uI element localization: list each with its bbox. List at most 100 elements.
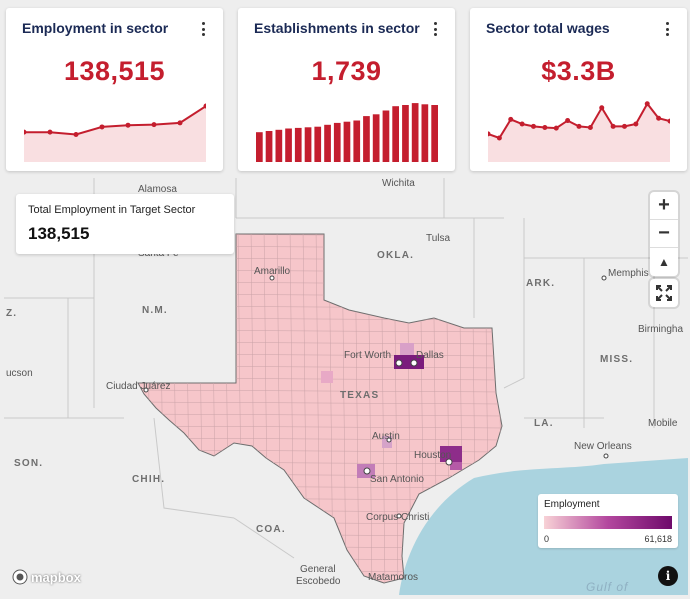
map-label: OKLA. (377, 250, 415, 261)
sparkline-bar (343, 121, 351, 162)
map-label: Matamoros (368, 572, 419, 583)
map-label: Ciudad Juárez (106, 381, 171, 392)
map-label: San Antonio (370, 474, 424, 485)
sparkline-point (553, 125, 559, 131)
more-options-icon[interactable] (429, 20, 441, 38)
sparkline-bar (314, 126, 322, 162)
fullscreen-button[interactable] (650, 279, 678, 307)
map-label: MISS. (600, 354, 634, 365)
map-label: Gulf of (586, 580, 629, 594)
wages-value: $3.3B (541, 56, 616, 86)
map-label: CHIH. (132, 474, 166, 485)
map-label: Z. (6, 308, 18, 319)
texas-shape[interactable] (137, 233, 503, 584)
sparkline-bar (431, 105, 438, 162)
sparkline-bar (353, 120, 361, 162)
map-label: New Orleans (574, 441, 632, 452)
fullscreen-icon (656, 285, 672, 301)
zoom-controls: + − ▲ (650, 192, 678, 276)
map-label: SON. (14, 458, 44, 469)
legend-title: Employment (544, 499, 600, 510)
map-label: Austin (372, 431, 400, 442)
sparkline-bar (421, 104, 429, 162)
compass-button[interactable]: ▲ (650, 248, 678, 276)
total-employment-title: Total Employment in Target Sector (28, 204, 196, 216)
map-label: Amarillo (254, 266, 291, 277)
sparkline-area (24, 106, 206, 162)
wages-sparkline (488, 101, 670, 162)
sparkline-bar (402, 105, 409, 162)
employment-legend: Employment 0 61,618 (538, 494, 678, 548)
map-label: TEXAS (340, 390, 380, 401)
sparkline-bar (411, 103, 419, 162)
map-label: Birmingha (638, 324, 684, 335)
sparkline-point (508, 116, 514, 122)
sparkline-point (622, 123, 627, 129)
zoom-in-button[interactable]: + (650, 192, 678, 220)
metro-highlights (321, 343, 462, 478)
map-label: Houston (414, 450, 452, 461)
sparkline-bar (372, 114, 380, 162)
mapbox-wordmark: mapbox (31, 569, 81, 585)
sparkline-point (47, 129, 53, 135)
sparkline-bar (333, 122, 341, 162)
sparkline-area (488, 103, 670, 162)
sparkline-point (565, 118, 571, 124)
employment-sparkline (24, 103, 206, 162)
map-label: Escobedo (296, 576, 341, 587)
sparkline-point (576, 123, 582, 129)
map-label: Wichita (382, 178, 415, 189)
sparkline-point (488, 131, 491, 137)
map-label: Corpus Christi (366, 512, 430, 523)
sparkline-bar (382, 110, 390, 162)
sparkline-bar (265, 131, 273, 162)
map-label: ucson (6, 368, 33, 379)
map-label: Mobile (648, 418, 678, 429)
sparkline-bar (363, 116, 370, 162)
sparkline-line (24, 105, 206, 136)
sparkline-point (644, 101, 650, 107)
legend-min: 0 (544, 534, 550, 544)
card-title: Establishments in sector (254, 20, 420, 36)
state-borders (4, 178, 688, 559)
sparkline-bar (324, 124, 331, 162)
legend-gradient (544, 516, 672, 529)
more-options-icon[interactable] (197, 20, 209, 38)
map-label: COA. (256, 524, 286, 535)
establishments-bar-sparkline (256, 103, 438, 162)
map-label: ARK. (526, 278, 556, 289)
sparkline-bar (285, 128, 292, 162)
zoom-out-button[interactable]: − (650, 220, 678, 248)
sparkline-bar (392, 106, 399, 162)
sparkline-bar (294, 127, 302, 162)
sparkline-bar (304, 127, 312, 162)
map-label: Memphis (608, 268, 649, 279)
sparkline-point (656, 115, 662, 121)
attribution-info-button[interactable]: i (658, 566, 678, 586)
mapbox-logo[interactable]: mapbox (12, 569, 81, 585)
sparkline-point (633, 121, 639, 127)
employment-map[interactable]: Alamosa Wichita Santa Fe Tulsa OKLA. ARK… (4, 178, 688, 595)
map-label: Dallas (416, 350, 444, 361)
sparkline-point (542, 125, 548, 131)
establishments-card: Establishments in sector 1,739 (238, 8, 455, 171)
city-markers (143, 275, 609, 519)
sparkline-point (151, 122, 157, 128)
mapbox-icon (12, 569, 28, 585)
sparkline-point (73, 131, 79, 137)
sparkline-bar (256, 132, 263, 162)
map-label: General (300, 564, 336, 575)
card-title: Employment in sector (22, 20, 169, 36)
sparkline-point (125, 122, 131, 128)
wages-card: Sector total wages $3.3B (470, 8, 687, 171)
more-options-icon[interactable] (661, 20, 673, 38)
map-label: Alamosa (138, 184, 177, 195)
sparkline-point (203, 103, 206, 109)
sparkline-point (99, 124, 105, 130)
map-label: N.M. (142, 305, 168, 316)
card-title: Sector total wages (486, 20, 610, 36)
sparkline-point (177, 120, 183, 126)
legend-max: 61,618 (644, 534, 672, 544)
sparkline-point (531, 123, 536, 129)
map-label: Tulsa (426, 233, 451, 244)
